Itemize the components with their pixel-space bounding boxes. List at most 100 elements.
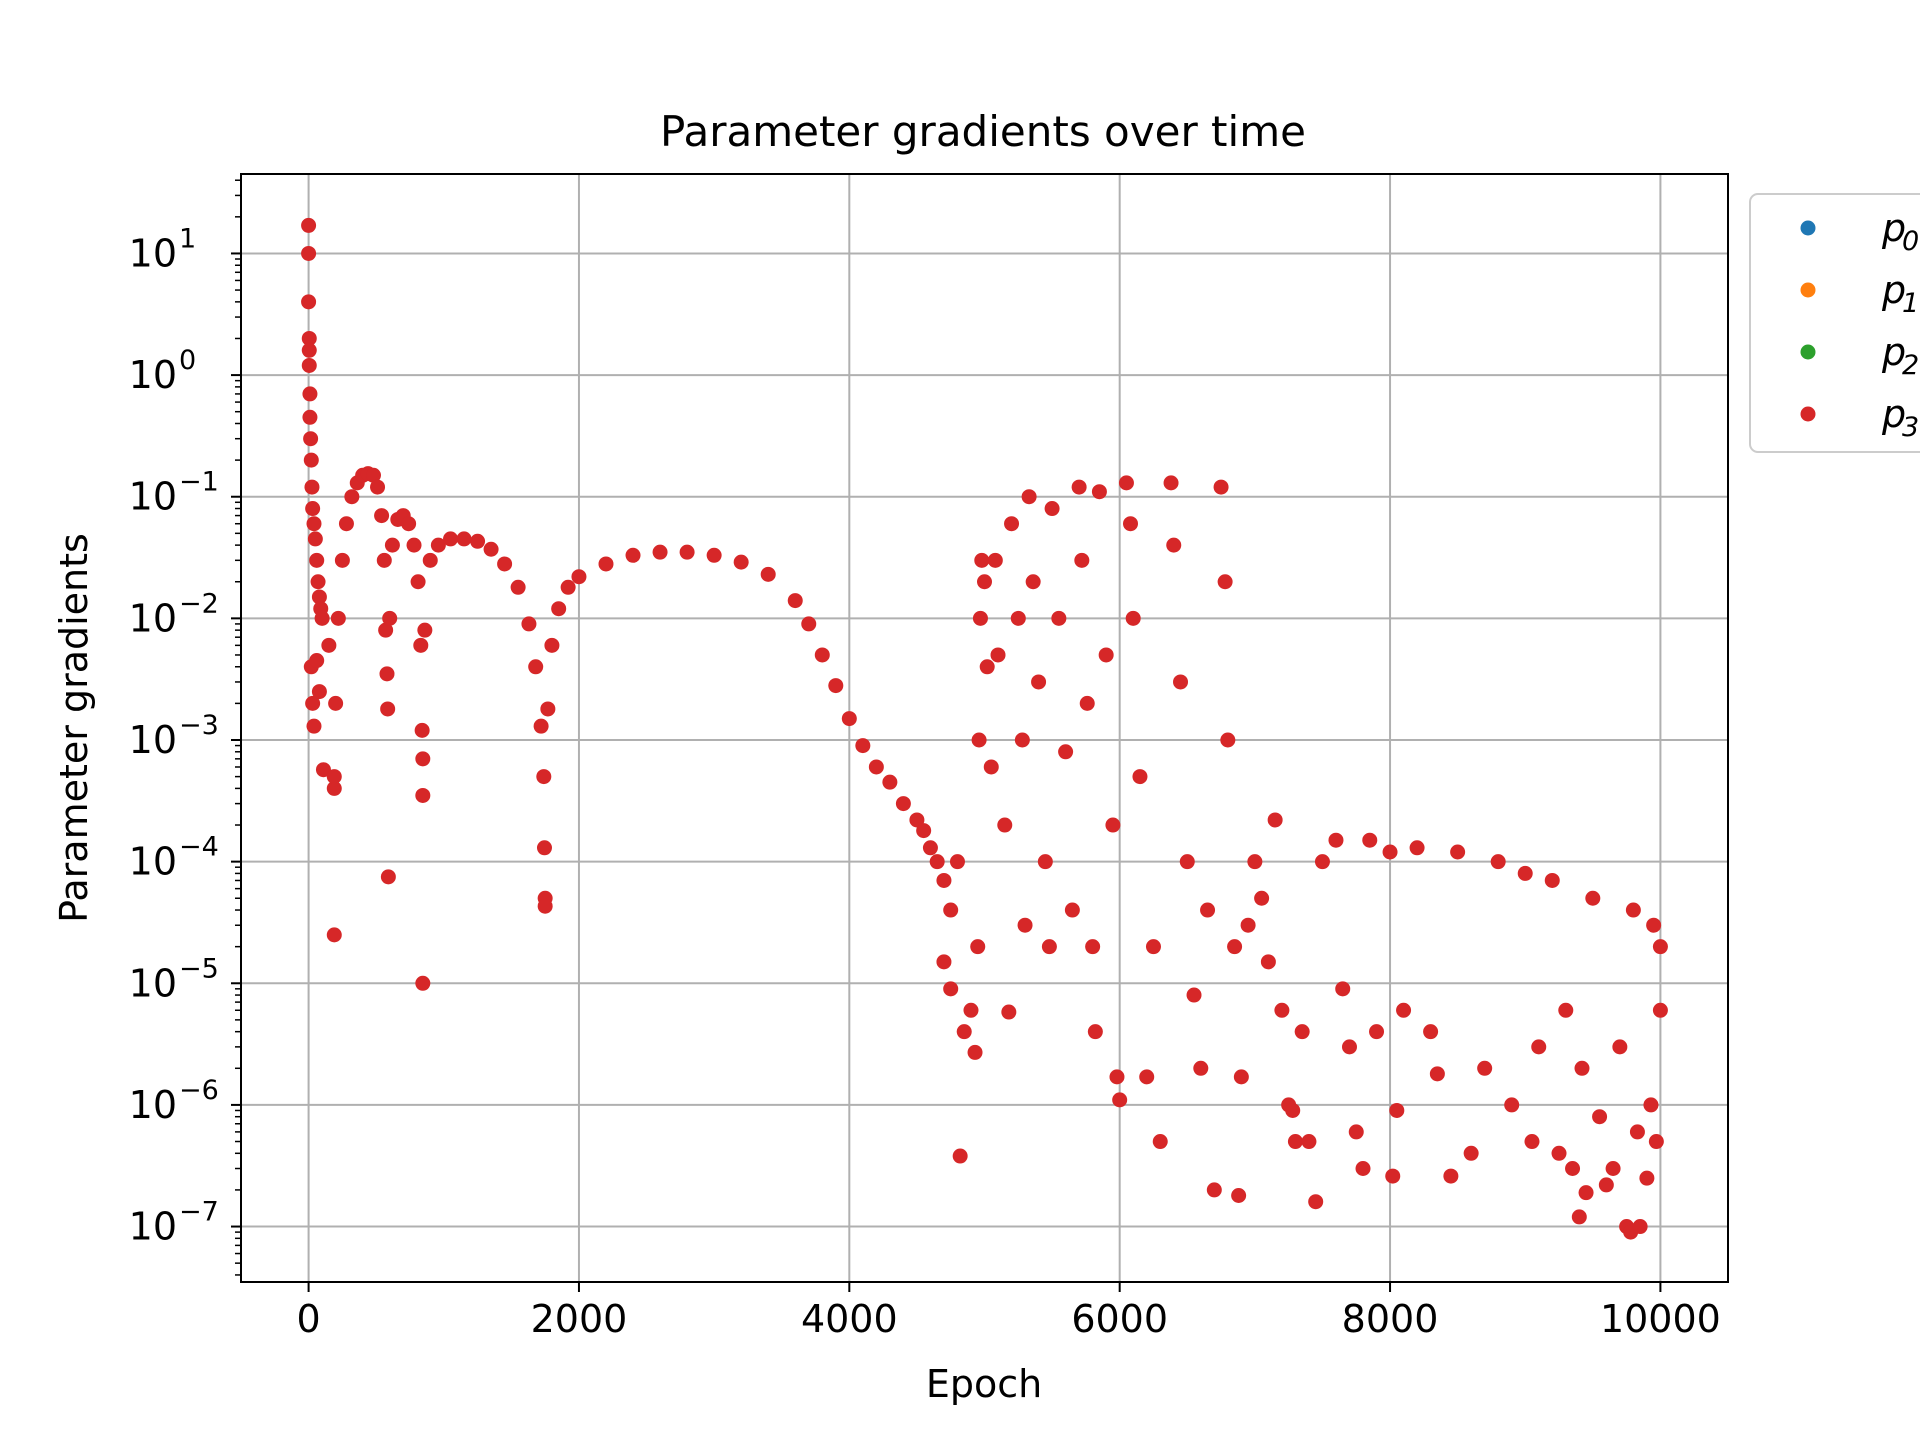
data-point-p3 [974,552,990,568]
data-point-p3 [1639,1170,1655,1186]
data-point-p3 [521,616,537,632]
data-point-p3 [1477,1060,1493,1076]
data-point-p3 [1531,1039,1547,1055]
data-point-p3 [952,1148,968,1164]
data-point-p3 [497,556,513,572]
data-point-p3 [598,556,614,572]
data-point-p3 [314,610,330,626]
data-point-p3 [1087,1024,1103,1040]
data-point-p3 [970,939,986,955]
data-point-p3 [309,653,325,669]
data-point-p3 [990,647,1006,663]
chart-title: Parameter gradients over time [660,107,1306,156]
data-point-p3 [380,701,396,717]
data-point-p3 [315,762,331,778]
data-point-p3 [1355,1161,1371,1177]
y-tick-exponent: −6 [179,1075,219,1106]
data-point-p3 [967,1044,983,1060]
data-point-p3 [979,659,995,675]
data-point-p3 [1041,939,1057,955]
data-point-p3 [305,695,321,711]
data-point-p3 [1643,1097,1659,1113]
data-point-p3 [1287,1134,1303,1150]
data-point-p3 [321,637,337,653]
data-point-p3 [1648,1134,1664,1150]
legend-marker [1800,344,1816,360]
data-point-p3 [1179,854,1195,870]
data-point-p3 [1200,902,1216,918]
data-point-p3 [1118,475,1134,491]
data-point-p3 [929,854,945,870]
data-point-p3 [882,774,898,790]
data-point-p3 [1335,981,1351,997]
data-point-p3 [1132,769,1148,785]
y-axis-label: Parameter gradients [52,533,96,923]
data-point-p3 [1071,479,1087,495]
data-point-p3 [303,431,319,447]
data-point-p3 [1125,610,1141,626]
data-point-p3 [1652,939,1668,955]
legend-label-subscript: 1 [1902,288,1919,319]
data-point-p3 [1396,1002,1412,1018]
data-point-p3 [997,817,1013,833]
data-point-p3 [344,489,360,505]
data-point-p3 [1139,1069,1155,1085]
data-point-p3 [1450,844,1466,860]
data-point-p3 [963,1002,979,1018]
x-tick-label: 2000 [531,1297,628,1341]
data-point-p3 [814,647,830,663]
data-point-p3 [1163,475,1179,491]
data-point-p3 [422,552,438,568]
data-point-p3 [1021,489,1037,505]
x-axis-ticks: 0 2000 4000 6000 8000 10000 [296,1282,1721,1341]
data-point-p3 [949,854,965,870]
data-point-p3 [417,622,433,638]
data-point-p3 [560,579,576,595]
legend-label-subscript: 0 [1902,226,1919,257]
data-point-p3 [376,552,392,568]
y-tick-exponent: −5 [179,953,219,984]
data-point-p3 [309,552,325,568]
data-point-p3 [1193,1060,1209,1076]
data-point-p3 [1328,832,1344,848]
data-point-p3 [943,902,959,918]
data-point-p3 [1341,1039,1357,1055]
data-point-p3 [1260,954,1276,970]
data-point-p3 [1064,902,1080,918]
y-tick-exponent: −1 [179,467,219,498]
y-tick-exponent: −4 [179,832,219,863]
data-point-p3 [1565,1161,1581,1177]
data-point-p3 [306,516,322,532]
data-point-p3 [1227,939,1243,955]
data-point-p3 [1574,1060,1590,1076]
data-point-p3 [415,975,431,991]
x-tick-label: 6000 [1071,1297,1168,1341]
data-point-p3 [338,516,354,532]
data-point-p3 [1254,890,1270,906]
data-point-p3 [1558,1002,1574,1018]
y-tick-exponent: 1 [179,223,196,254]
y-tick-label: 10 [129,961,177,1005]
data-point-p3 [1571,1209,1587,1225]
y-tick-exponent: −7 [179,1197,219,1228]
data-point-p3 [1098,647,1114,663]
x-tick-label: 0 [296,1297,320,1341]
data-point-p3 [528,659,544,675]
data-point-p3 [679,544,695,560]
data-point-p3 [1173,674,1189,690]
data-point-p3 [1314,854,1330,870]
data-point-p3 [916,823,932,839]
data-point-p3 [413,637,429,653]
data-point-p3 [1213,479,1229,495]
data-point-p3 [1598,1177,1614,1193]
data-point-p3 [1308,1194,1324,1210]
data-point-p3 [1112,1092,1128,1108]
grid-lines [241,174,1728,1282]
data-point-p3 [1389,1102,1405,1118]
data-point-p3 [1051,610,1067,626]
data-point-p3 [1206,1182,1222,1198]
legend-frame [1749,193,1920,453]
data-point-p3 [328,695,344,711]
data-point-p3 [1220,732,1236,748]
data-point-p3 [787,593,803,609]
